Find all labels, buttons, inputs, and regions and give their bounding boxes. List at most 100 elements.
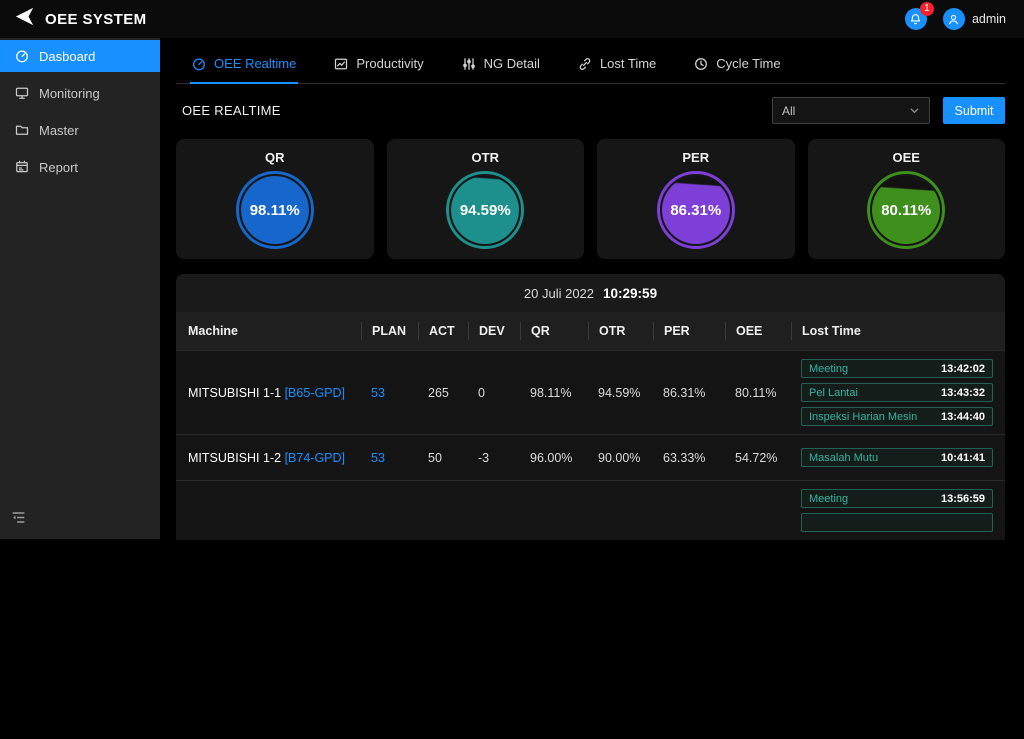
act-value: 50 [418,451,468,465]
column-header-act: ACT [418,322,468,340]
lost-time-label: Meeting [809,363,848,375]
monitor-icon [15,86,29,100]
chart-icon [334,57,348,71]
lost-time-value: 10:41:41 [941,452,985,464]
link-icon [578,57,592,71]
lost-time-label: Meeting [809,493,848,505]
chevron-down-icon [909,105,920,116]
column-header-machine: Machine [188,324,361,338]
app-title: OEE SYSTEM [45,11,147,28]
app-header: OEE SYSTEM 1 admin [0,0,1024,38]
table-row: MITSUBISHI 1-2 [B74-GPD] 53 50 -3 96.00%… [176,434,1005,480]
plan-value[interactable]: 53 [361,451,418,465]
dev-value: 0 [468,386,520,400]
folder-icon [15,123,29,137]
tab-label: Cycle Time [716,56,780,71]
gauge-value: 80.11% [870,174,942,246]
gauge-title: PER [597,150,795,165]
tab-lost-time[interactable]: Lost Time [576,54,658,84]
tab-label: Productivity [356,56,423,71]
time-label: 10:29:59 [603,286,657,301]
lost-time-label: Pel Lantai [809,387,858,399]
sidebar-item-report[interactable]: Report [0,151,160,183]
oee-value: 80.11% [725,386,791,400]
sidebar-nav: Dasboard Monitoring Master Report [0,38,160,183]
tab-bar: OEE Realtime Productivity NG Detail Lost… [176,54,1005,84]
lost-time-item: Meeting 13:42:02 [801,359,993,378]
tab-cycle-time[interactable]: Cycle Time [692,54,782,84]
datetime-bar: 20 Juli 2022 10:29:59 [176,274,1005,312]
lost-time-value: 13:44:40 [941,411,985,423]
oee-value: 54.72% [725,451,791,465]
submit-button[interactable]: Submit [943,97,1005,124]
notification-badge: 1 [920,2,934,16]
sidebar-item-label: Master [39,123,79,138]
lost-time-item: Masalah Mutu 10:41:41 [801,448,993,467]
per-value: 63.33% [653,451,725,465]
user-menu[interactable]: admin [943,8,1006,30]
lost-time-label: Masalah Mutu [809,452,878,464]
header-right: 1 admin [905,8,1006,30]
tab-oee-realtime[interactable]: OEE Realtime [190,54,298,84]
notifications-button[interactable]: 1 [905,8,927,30]
column-header-otr: OTR [588,322,653,340]
liquid-gauge: 86.31% [657,171,735,249]
filter-controls: All Submit [772,97,1005,124]
sidebar: Dasboard Monitoring Master Report [0,38,160,539]
gauge-title: OEE [808,150,1006,165]
tab-label: OEE Realtime [214,56,296,71]
lost-time-item: Meeting 13:56:59 [801,489,993,508]
liquid-gauge: 94.59% [446,171,524,249]
column-header-oee: OEE [725,322,791,340]
liquid-gauge: 98.11% [236,171,314,249]
machine-name: MITSUBISHI 1-1 [188,386,281,400]
machine-code-link[interactable]: [B65-GPD] [285,386,345,400]
column-header-qr: QR [520,322,588,340]
lost-time-item [801,513,993,532]
otr-value: 90.00% [588,451,653,465]
sidebar-item-label: Dasboard [39,49,95,64]
lost-time-item: Inspeksi Harian Mesin 13:44:40 [801,407,993,426]
per-value: 86.31% [653,386,725,400]
main-content: OEE Realtime Productivity NG Detail Lost… [176,38,1005,739]
sidebar-collapse-button[interactable] [11,510,26,530]
table-row: Meeting 13:56:59 [176,480,1005,540]
gauge-card-oee: OEE 80.11% [808,139,1006,259]
machine-filter-select[interactable]: All [772,97,930,124]
lost-time-item: Pel Lantai 13:43:32 [801,383,993,402]
section-title: OEE REALTIME [182,103,281,118]
sidebar-item-dasboard[interactable]: Dasboard [0,40,160,72]
sidebar-item-master[interactable]: Master [0,114,160,146]
tab-label: Lost Time [600,56,656,71]
lost-time-value: 13:42:02 [941,363,985,375]
gauge-card-per: PER 86.31% [597,139,795,259]
dashboard-icon [15,49,29,63]
qr-value: 98.11% [520,386,588,400]
table-row: MITSUBISHI 1-1 [B65-GPD] 53 265 0 98.11%… [176,350,1005,434]
plan-value[interactable]: 53 [361,386,418,400]
dev-value: -3 [468,451,520,465]
gauge-card-qr: QR 98.11% [176,139,374,259]
tab-productivity[interactable]: Productivity [332,54,425,84]
machine-code-link[interactable]: [B74-GPD] [285,451,345,465]
sidebar-item-label: Report [39,160,78,175]
logo-icon [13,5,36,33]
username-label: admin [972,12,1006,26]
filter-row: OEE REALTIME All Submit [176,97,1005,124]
otr-value: 94.59% [588,386,653,400]
gauge-value: 94.59% [449,174,521,246]
liquid-gauge: 80.11% [867,171,945,249]
sidebar-item-monitoring[interactable]: Monitoring [0,77,160,109]
user-icon [943,8,965,30]
lost-time-value: 13:56:59 [941,493,985,505]
gauge-value: 98.11% [239,174,311,246]
sidebar-item-label: Monitoring [39,86,100,101]
gauge-title: QR [176,150,374,165]
date-label: 20 Juli 2022 [524,286,594,301]
tab-label: NG Detail [484,56,540,71]
lost-time-value: 13:43:32 [941,387,985,399]
app-logo: OEE SYSTEM [13,5,147,33]
select-value: All [782,104,795,118]
tab-ng-detail[interactable]: NG Detail [460,54,542,84]
